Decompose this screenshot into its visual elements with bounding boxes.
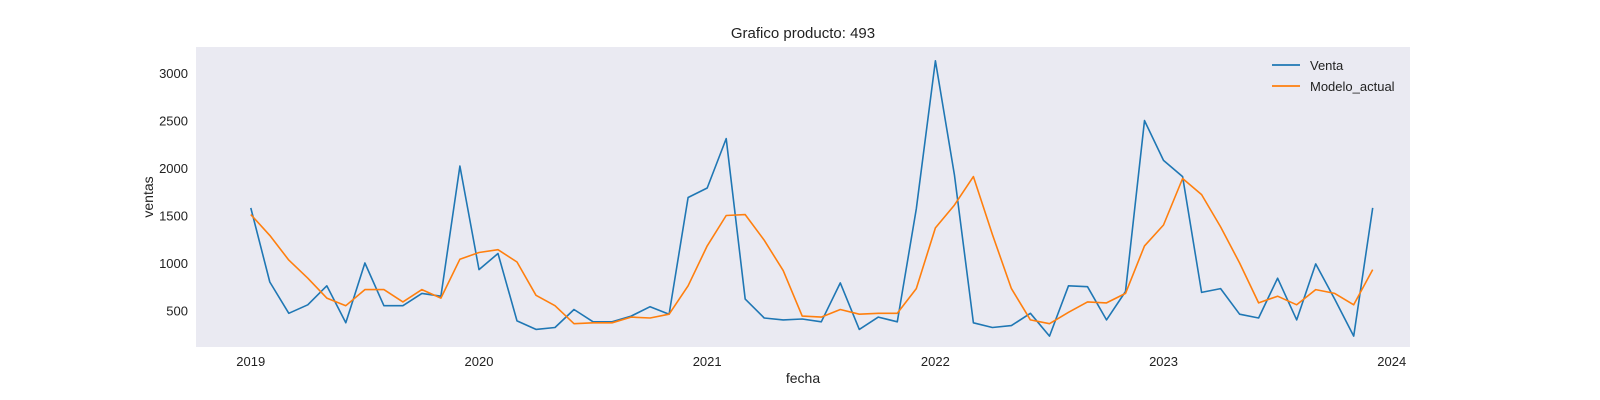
series-line-modelo-actual: [250, 175, 1374, 325]
x-tick-label: 2019: [236, 354, 265, 369]
chart-title: Grafico producto: 493: [731, 25, 875, 42]
x-tick-label: 2024: [1377, 354, 1406, 369]
y-tick-label: 3000: [159, 66, 188, 81]
series-line-venta: [250, 59, 1374, 337]
legend: Venta Modelo_actual: [1272, 58, 1395, 94]
y-tick-label: 2000: [159, 161, 188, 176]
legend-label: Venta: [1310, 58, 1344, 73]
x-tick-label: 2023: [1149, 354, 1178, 369]
y-tick-label: 1000: [159, 256, 188, 271]
y-tick-label: 1500: [159, 209, 188, 224]
x-tick-label: 2021: [693, 354, 722, 369]
x-axis-label: fecha: [786, 370, 820, 386]
x-tick-label: 2022: [921, 354, 950, 369]
y-axis-label: ventas: [140, 176, 156, 217]
y-tick-label: 2500: [159, 114, 188, 129]
series-lines: [250, 59, 1374, 337]
x-axis-ticks: 2019 2020 2021 2022 2023 2024: [236, 354, 1406, 369]
x-tick-label: 2020: [465, 354, 494, 369]
y-tick-label: 500: [166, 303, 188, 318]
y-axis-ticks: 500 1000 1500 2000 2500 3000: [159, 66, 188, 318]
legend-label: Modelo_actual: [1310, 79, 1395, 94]
plot-area: [196, 47, 1410, 347]
